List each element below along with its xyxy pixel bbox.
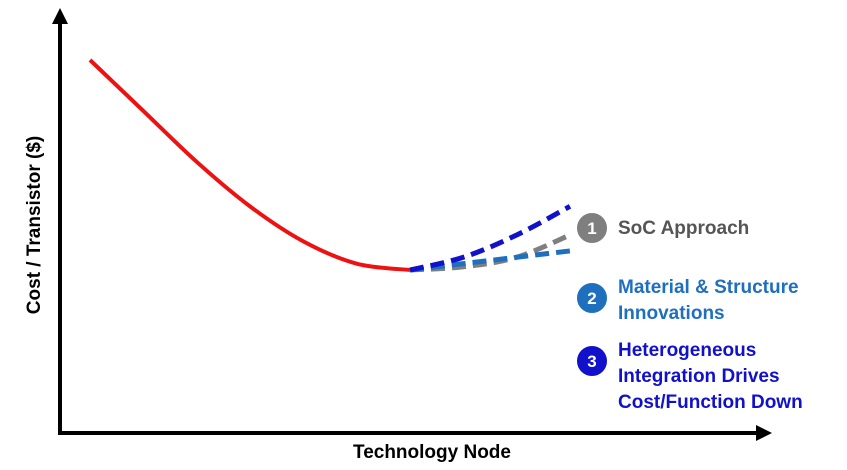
x-axis-label: Technology Node <box>353 442 511 463</box>
series-line-trend <box>88 58 411 272</box>
badge-circle-soc <box>575 211 609 245</box>
scenario-text-hetero-line-2: Integration Drives <box>618 366 780 387</box>
series-layer <box>88 58 572 273</box>
badge-circle-material <box>575 281 609 315</box>
scenario-text-material-line-2: Innovations <box>618 303 725 324</box>
scenario-label-soc: 1 SoC Approach <box>575 211 749 245</box>
scenario-text-hetero-line-1: Heterogeneous <box>618 340 756 361</box>
scenario-text-soc-line-1: SoC Approach <box>618 218 749 239</box>
badge-circle-hetero <box>575 344 609 378</box>
badge-number-hetero: 3 <box>587 352 596 371</box>
y-axis-arrow <box>52 8 68 24</box>
scenario-text-material-line-1: Material & Structure <box>618 277 799 298</box>
y-axis-label: Cost / Transistor ($) <box>24 136 45 314</box>
series-line-hetero <box>409 204 572 273</box>
scenario-text-hetero-line-3: Cost/Function Down <box>618 392 803 413</box>
scenario-label-hetero: 3 Heterogeneous Integration Drives Cost/Fun… <box>575 340 803 413</box>
scenario-label-material: 2 Material & Structure Innovations <box>575 277 799 324</box>
badge-number-material: 2 <box>587 289 596 308</box>
scenario-labels: 1 SoC Approach 2 Material & Structure Innova… <box>575 211 803 413</box>
badge-number-soc: 1 <box>587 219 596 238</box>
x-axis-arrow <box>756 425 772 441</box>
